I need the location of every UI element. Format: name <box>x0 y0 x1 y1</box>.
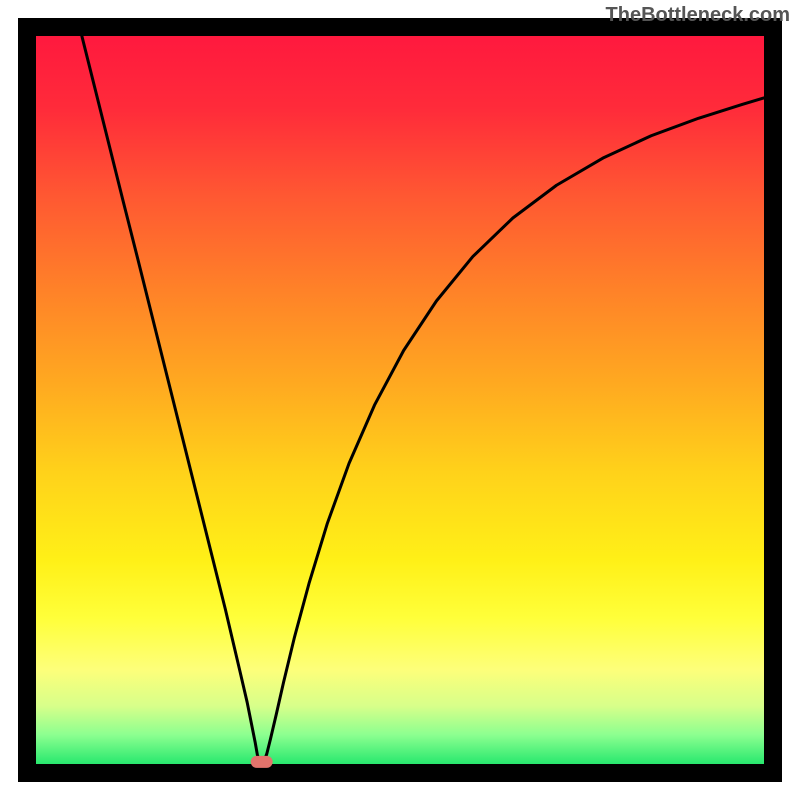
bottleneck-chart <box>0 0 800 800</box>
plot-background <box>36 36 764 764</box>
minimum-marker <box>251 756 273 768</box>
chart-container: TheBottleneck.com <box>0 0 800 800</box>
watermark-text: TheBottleneck.com <box>606 4 790 27</box>
